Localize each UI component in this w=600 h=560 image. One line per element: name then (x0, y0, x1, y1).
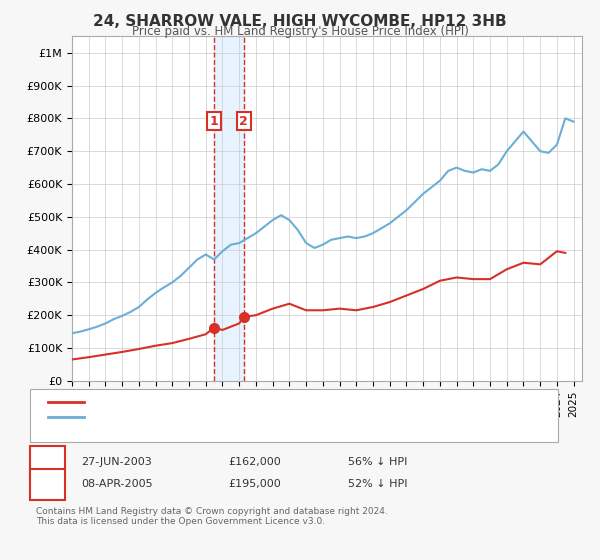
Text: 08-APR-2005: 08-APR-2005 (81, 479, 152, 489)
Text: 27-JUN-2003: 27-JUN-2003 (81, 457, 152, 467)
Text: 52% ↓ HPI: 52% ↓ HPI (348, 479, 407, 489)
Text: 1: 1 (209, 115, 218, 128)
Text: Contains HM Land Registry data © Crown copyright and database right 2024.
This d: Contains HM Land Registry data © Crown c… (36, 507, 388, 526)
Text: Price paid vs. HM Land Registry's House Price Index (HPI): Price paid vs. HM Land Registry's House … (131, 25, 469, 38)
Text: 56% ↓ HPI: 56% ↓ HPI (348, 457, 407, 467)
Text: £162,000: £162,000 (228, 457, 281, 467)
Text: 24, SHARROW VALE, HIGH WYCOMBE, HP12 3HB (detached house): 24, SHARROW VALE, HIGH WYCOMBE, HP12 3HB… (93, 396, 440, 407)
Text: 24, SHARROW VALE, HIGH WYCOMBE, HP12 3HB: 24, SHARROW VALE, HIGH WYCOMBE, HP12 3HB (93, 14, 507, 29)
Text: HPI: Average price, detached house, Buckinghamshire: HPI: Average price, detached house, Buck… (93, 412, 377, 422)
Text: 2: 2 (43, 478, 52, 491)
Text: 2: 2 (239, 115, 248, 128)
Text: £195,000: £195,000 (228, 479, 281, 489)
Bar (214, 36, 244, 381)
Text: 1: 1 (43, 455, 52, 469)
